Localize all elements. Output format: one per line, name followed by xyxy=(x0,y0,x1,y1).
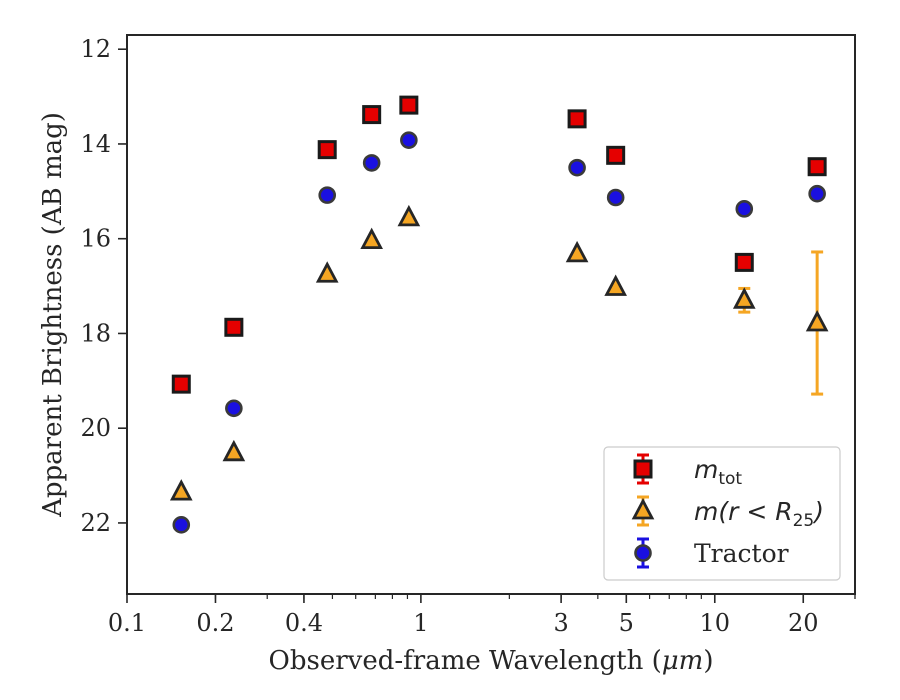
x-axis-label-prefix: Observed-frame Wavelength ( xyxy=(269,646,662,676)
legend-box xyxy=(603,446,841,581)
x-tick-label: 0.4 xyxy=(285,609,323,637)
y-tick-label: 14 xyxy=(80,130,111,158)
x-major-ticks: 0.1 0.2 0.4 1 3 5 10 20 xyxy=(108,594,819,637)
data-point-square xyxy=(567,109,587,129)
y-tick-label: 18 xyxy=(80,319,111,347)
legend-label-sub: tot xyxy=(718,469,742,489)
data-point-triangle xyxy=(169,479,193,501)
x-axis-label-unit: μm xyxy=(662,646,704,676)
data-point-square xyxy=(317,140,337,160)
legend-marker-circle xyxy=(634,544,652,562)
data-point-triangle xyxy=(360,227,383,249)
legend-label: Tractor xyxy=(694,539,789,568)
x-axis-label-suffix: ) xyxy=(703,646,713,676)
data-point-square xyxy=(606,145,626,165)
y-tick-label: 22 xyxy=(80,509,111,537)
legend-entries: mtot m(r < R25) Tractor xyxy=(631,453,824,569)
data-point-square xyxy=(807,157,827,177)
data-point-triangle xyxy=(397,204,421,227)
x-tick-label: 20 xyxy=(788,609,819,637)
data-point-square xyxy=(734,252,754,272)
data-point-circle xyxy=(318,186,337,204)
data-point-circle xyxy=(568,158,586,177)
y-ticks: 12 14 16 18 20 22 xyxy=(80,35,127,537)
data-point-triangle xyxy=(604,274,627,296)
plot-frame xyxy=(126,34,856,595)
legend-label-tail: ) xyxy=(812,497,824,526)
x-axis-label: Observed-frame Wavelength (μm) xyxy=(269,646,714,676)
plot-area: 0.1 0.2 0.4 1 3 5 10 20 12 14 16 18 20 22 xyxy=(80,34,856,637)
data-point-triangle xyxy=(222,439,246,462)
data-point-triangle xyxy=(565,240,589,263)
legend-label: mtot xyxy=(694,455,742,489)
data-point-square xyxy=(362,105,382,125)
data-point-triangle xyxy=(805,310,829,332)
data-point-triangle xyxy=(315,261,339,283)
data-point-circle xyxy=(606,188,625,207)
x-tick-label: 3 xyxy=(553,609,568,637)
legend-label-main: Tractor xyxy=(694,539,789,568)
markers xyxy=(169,95,829,534)
data-point-square xyxy=(399,95,419,115)
x-tick-label: 5 xyxy=(619,609,634,637)
legend: mtot m(r < R25) Tractor xyxy=(603,446,841,581)
legend-label: m(r < R25) xyxy=(694,497,824,531)
x-tick-label: 0.1 xyxy=(108,609,146,637)
data-point-square xyxy=(224,317,244,337)
data-point-circle xyxy=(400,131,418,149)
y-axis-label: Apparent Brightness (AB mag) xyxy=(38,112,68,518)
y-tick-label: 16 xyxy=(80,225,111,253)
x-tick-label: 1 xyxy=(413,609,428,637)
legend-marker-square xyxy=(633,459,653,479)
y-tick-label: 20 xyxy=(80,414,111,442)
data-point-square xyxy=(171,374,191,394)
legend-label-main: m xyxy=(694,455,718,484)
x-tick-label: 10 xyxy=(700,609,731,637)
data-point-circle xyxy=(172,516,191,534)
legend-label-main: m(r < R xyxy=(694,497,793,526)
data-point-circle xyxy=(808,184,826,203)
y-tick-label: 12 xyxy=(80,35,111,63)
data-point-circle xyxy=(225,399,243,418)
legend-marker-triangle xyxy=(631,498,655,520)
legend-label-sub: 25 xyxy=(793,511,815,531)
data-point-circle xyxy=(735,200,754,218)
data-point-circle xyxy=(362,154,381,172)
x-tick-label: 0.2 xyxy=(196,609,234,637)
data-point-triangle xyxy=(732,287,756,309)
